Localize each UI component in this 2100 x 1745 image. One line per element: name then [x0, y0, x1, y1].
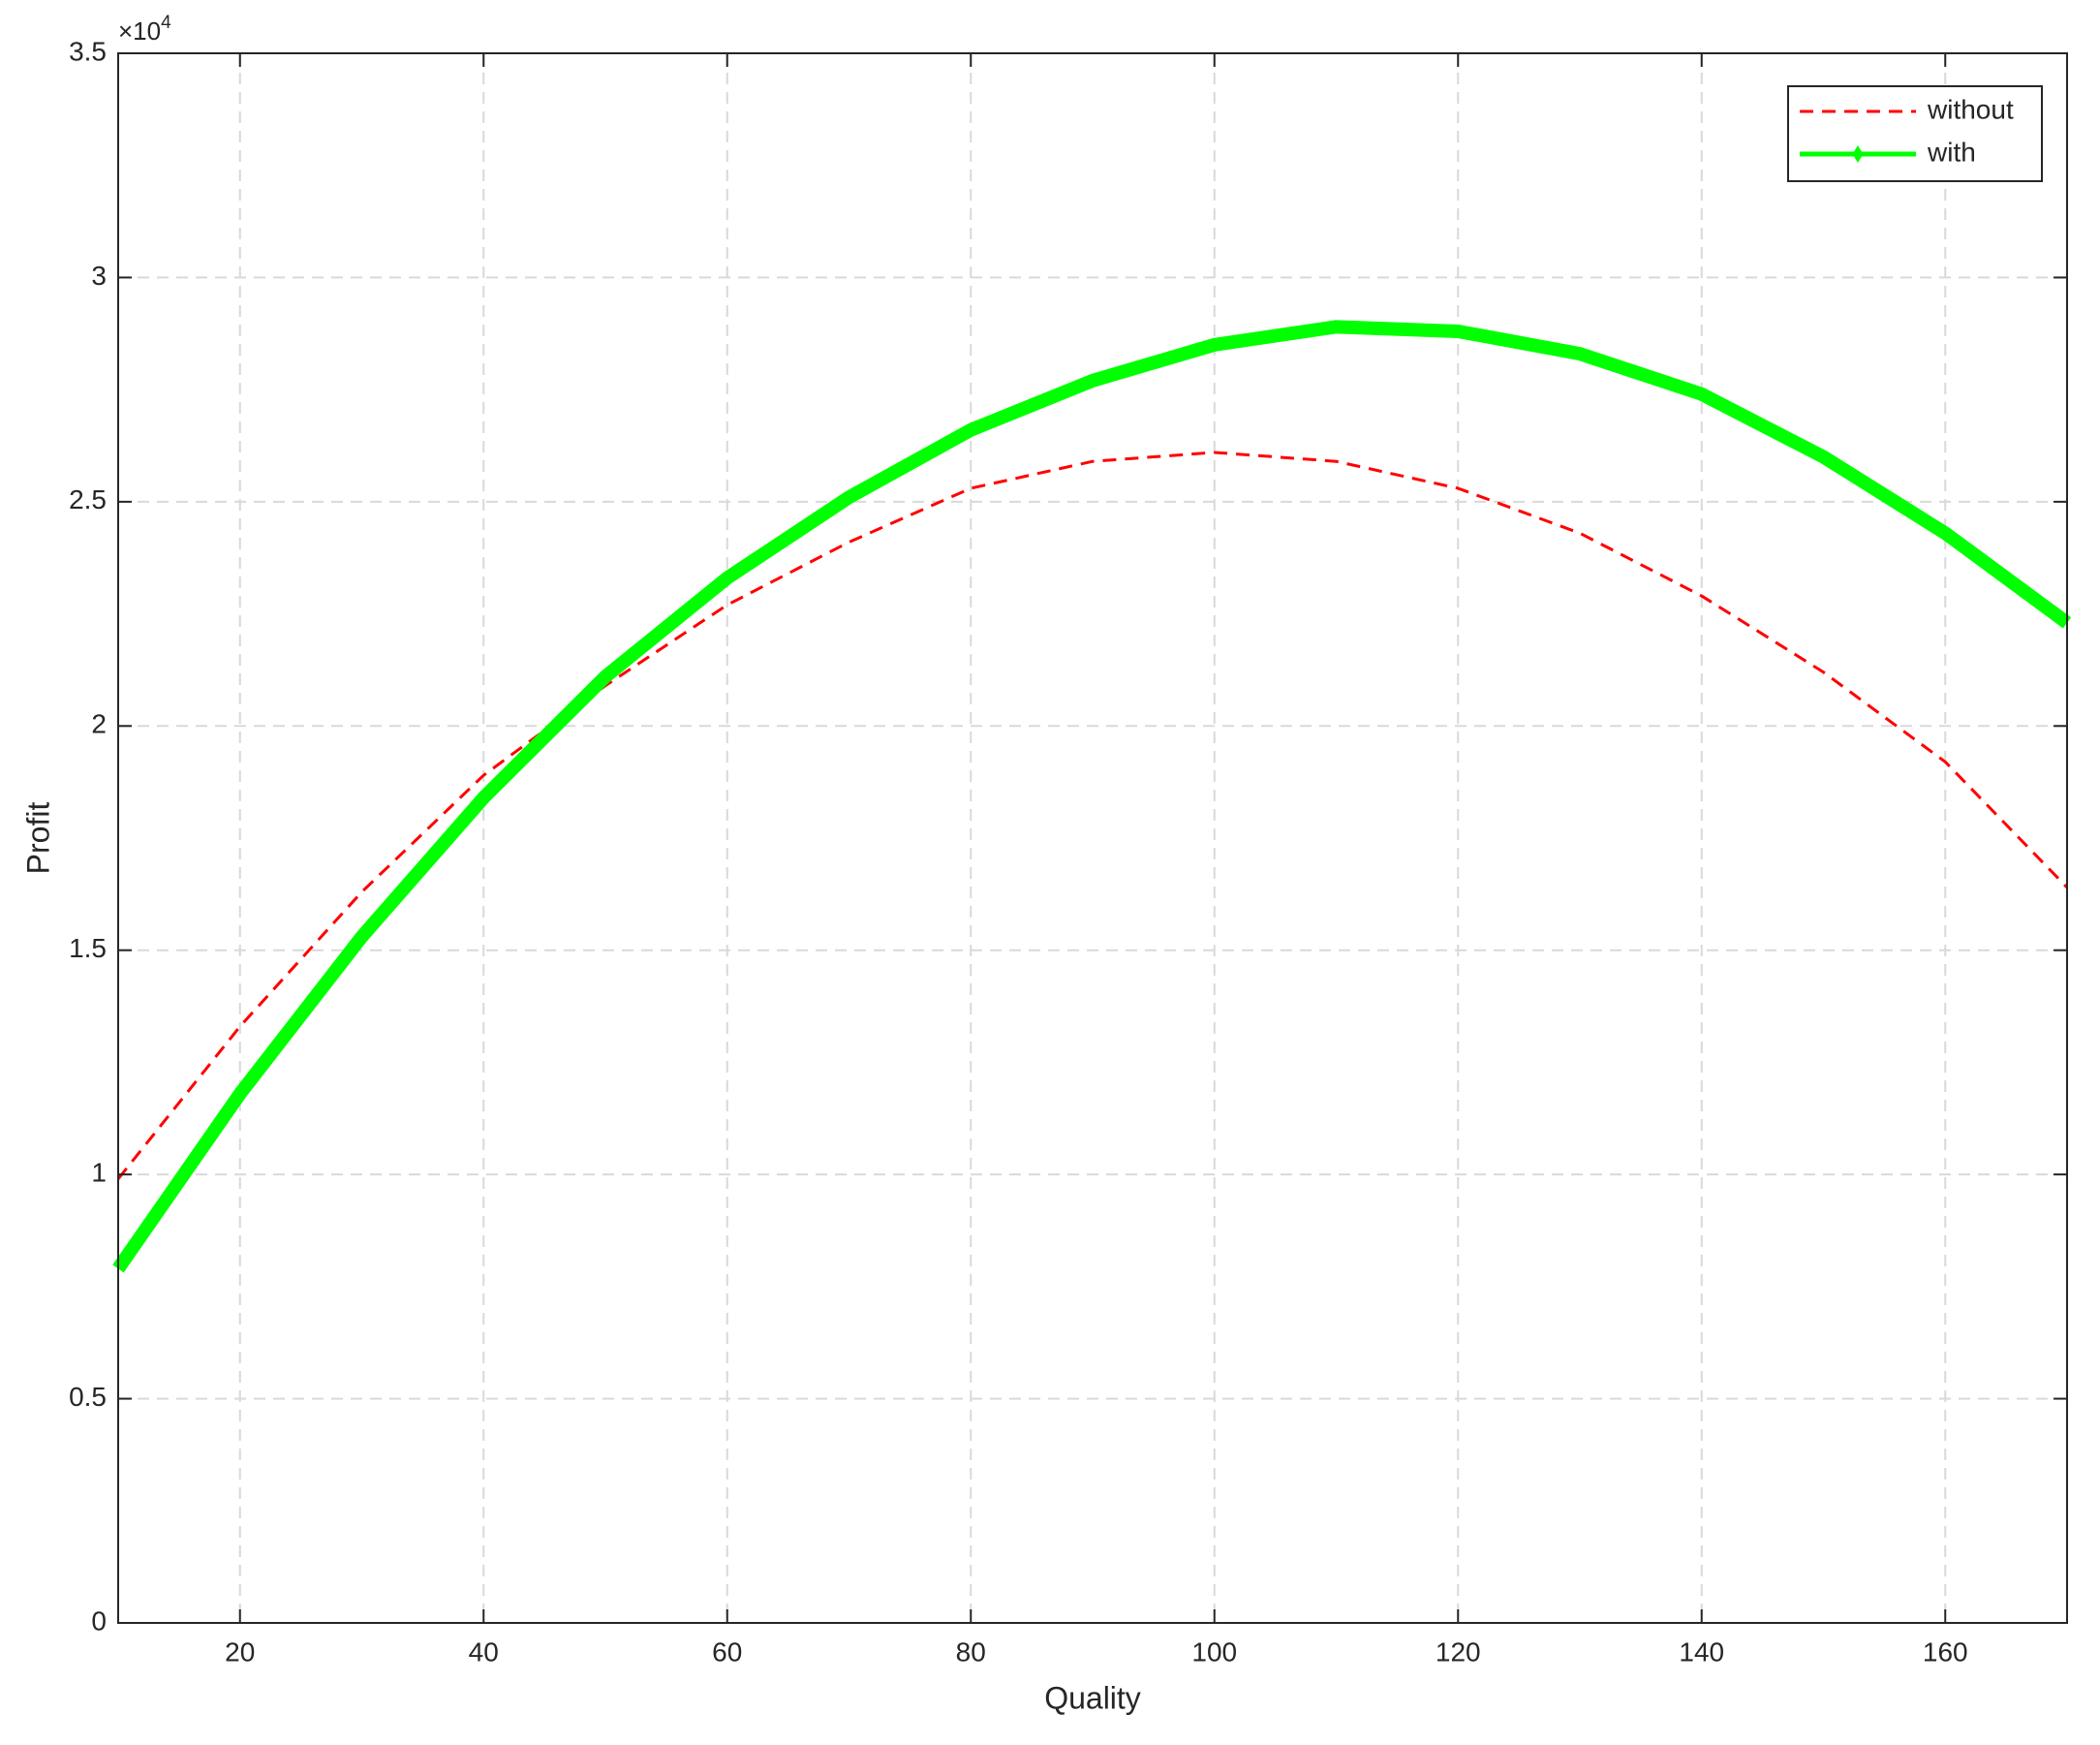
grid	[118, 52, 2067, 1624]
x-tick-label: 20	[225, 1636, 255, 1667]
x-tick-label: 160	[1923, 1636, 1968, 1667]
y-tick-label: 1.5	[69, 933, 107, 963]
x-tick-label: 80	[956, 1636, 986, 1667]
y-axis-label: Profit	[20, 802, 55, 875]
y-tick-label: 2	[91, 709, 107, 739]
y-tick-label: 0	[91, 1605, 107, 1636]
x-axis-label: Quality	[1044, 1680, 1141, 1715]
y-multiplier-exponent: 4	[161, 13, 171, 33]
plot-area	[112, 320, 2072, 1273]
y-multiplier: ×104	[118, 13, 171, 46]
x-tick-label: 120	[1436, 1636, 1481, 1667]
y-tick-label: 3.5	[69, 36, 107, 66]
x-tick-label: 40	[469, 1636, 499, 1667]
axes-box	[117, 52, 2068, 1624]
x-tick-label: 60	[712, 1636, 742, 1667]
x-tick-label: 100	[1191, 1636, 1237, 1667]
legend-label: without	[1927, 94, 2014, 124]
y-tick-label: 2.5	[69, 484, 107, 514]
y-multiplier-base: ×10	[118, 16, 161, 46]
x-tick-label: 140	[1679, 1636, 1724, 1667]
legend-marker	[1852, 145, 1864, 163]
legend-label: with	[1927, 137, 1976, 167]
y-tick-label: 0.5	[69, 1382, 107, 1412]
line-series	[116, 451, 2069, 1180]
y-tick-label: 1	[91, 1158, 107, 1188]
legend-box	[1787, 85, 2043, 182]
y-tick-label: 3	[91, 261, 107, 291]
line-series	[112, 320, 2072, 1273]
